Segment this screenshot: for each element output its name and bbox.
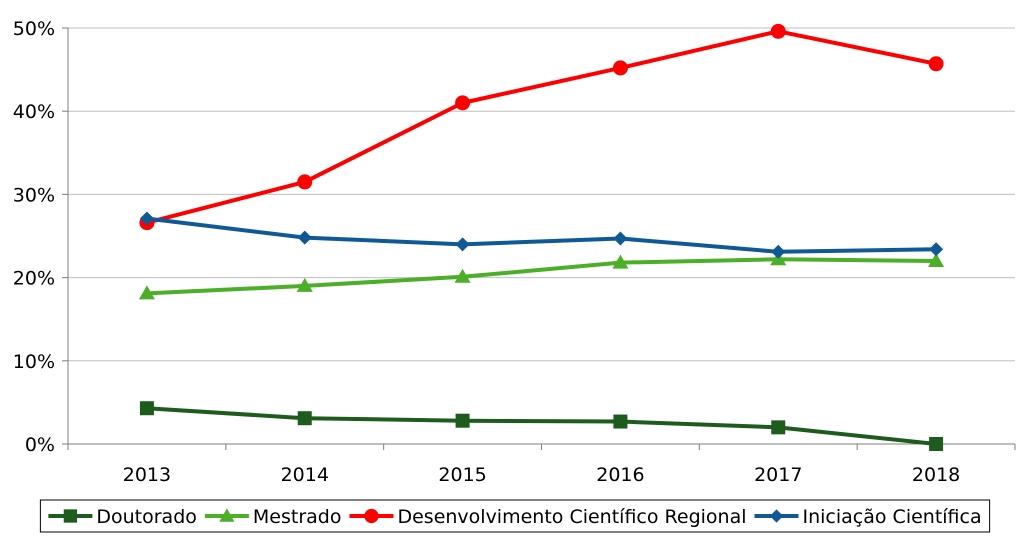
legend-entry: Doutorado <box>48 506 197 528</box>
legend-marker-triangle <box>219 508 235 522</box>
legend-label: Doutorado <box>96 506 197 528</box>
series-doutorado <box>139 401 944 451</box>
series-line <box>146 216 937 254</box>
y-tick-label: 0% <box>25 434 55 456</box>
gridlines <box>68 27 1015 362</box>
x-tick-label: 2013 <box>123 464 171 486</box>
data-point-triangle <box>454 268 471 283</box>
series-iniciacao-cientifica <box>139 211 944 259</box>
data-point-square <box>771 420 786 435</box>
series-line <box>146 406 937 446</box>
data-point-diamond <box>139 211 154 226</box>
data-point-triangle <box>296 277 313 292</box>
data-point-triangle <box>138 285 155 300</box>
data-point-circle <box>297 174 313 190</box>
data-point-diamond <box>771 244 786 259</box>
legend-marker-diamond <box>769 509 784 523</box>
x-axis-tick-labels: 2013 2014 2015 2016 2017 2018 <box>123 464 961 486</box>
legend-label: Desenvolvimento Científico Regional <box>397 506 746 528</box>
y-tick-label: 20% <box>13 268 55 290</box>
legend: Doutorado Mestrado Desenvolvimento Científ… <box>39 499 991 533</box>
data-point-square <box>613 414 628 429</box>
series-line <box>146 257 937 296</box>
data-point-square <box>455 413 470 428</box>
series-mestrado <box>138 251 945 300</box>
data-point-square <box>297 411 312 426</box>
legend-entry: Mestrado <box>204 506 342 528</box>
data-point-circle <box>770 23 786 39</box>
legend-marker-circle <box>364 508 379 524</box>
series-line <box>146 29 937 225</box>
y-tick-label: 50% <box>13 18 55 40</box>
data-point-diamond <box>455 237 470 252</box>
series-lines <box>138 23 945 451</box>
legend-marker-square <box>63 509 78 523</box>
data-point-triangle <box>928 252 945 267</box>
data-point-triangle <box>612 254 629 269</box>
data-point-square <box>929 437 944 451</box>
data-point-circle <box>612 60 628 76</box>
x-tick-label: 2015 <box>438 464 486 486</box>
x-tick-label: 2018 <box>912 464 960 486</box>
legend-entry: Desenvolvimento Científico Regional <box>349 506 747 528</box>
data-point-circle <box>455 95 471 111</box>
x-tick-label: 2014 <box>281 464 329 486</box>
legend-box <box>39 499 991 533</box>
y-tick-label: 10% <box>13 351 55 373</box>
data-point-circle <box>928 56 944 72</box>
axes <box>62 27 1016 450</box>
y-axis-tick-labels: 0% 10% 20% 30% 40% 50% <box>13 18 55 456</box>
legend-entry: Iniciação Científica <box>754 506 982 528</box>
legend-label: Mestrado <box>253 506 342 528</box>
x-tick-label: 2016 <box>596 464 644 486</box>
y-tick-label: 30% <box>13 184 55 206</box>
data-point-diamond <box>929 242 944 257</box>
data-point-diamond <box>297 230 312 245</box>
x-tick-label: 2017 <box>754 464 802 486</box>
series-desenvolvimento-cientifico-regional <box>139 23 944 231</box>
legend-label: Iniciação Científica <box>803 506 982 528</box>
data-point-diamond <box>613 231 628 246</box>
y-tick-label: 40% <box>13 101 55 123</box>
data-point-square <box>139 401 154 416</box>
